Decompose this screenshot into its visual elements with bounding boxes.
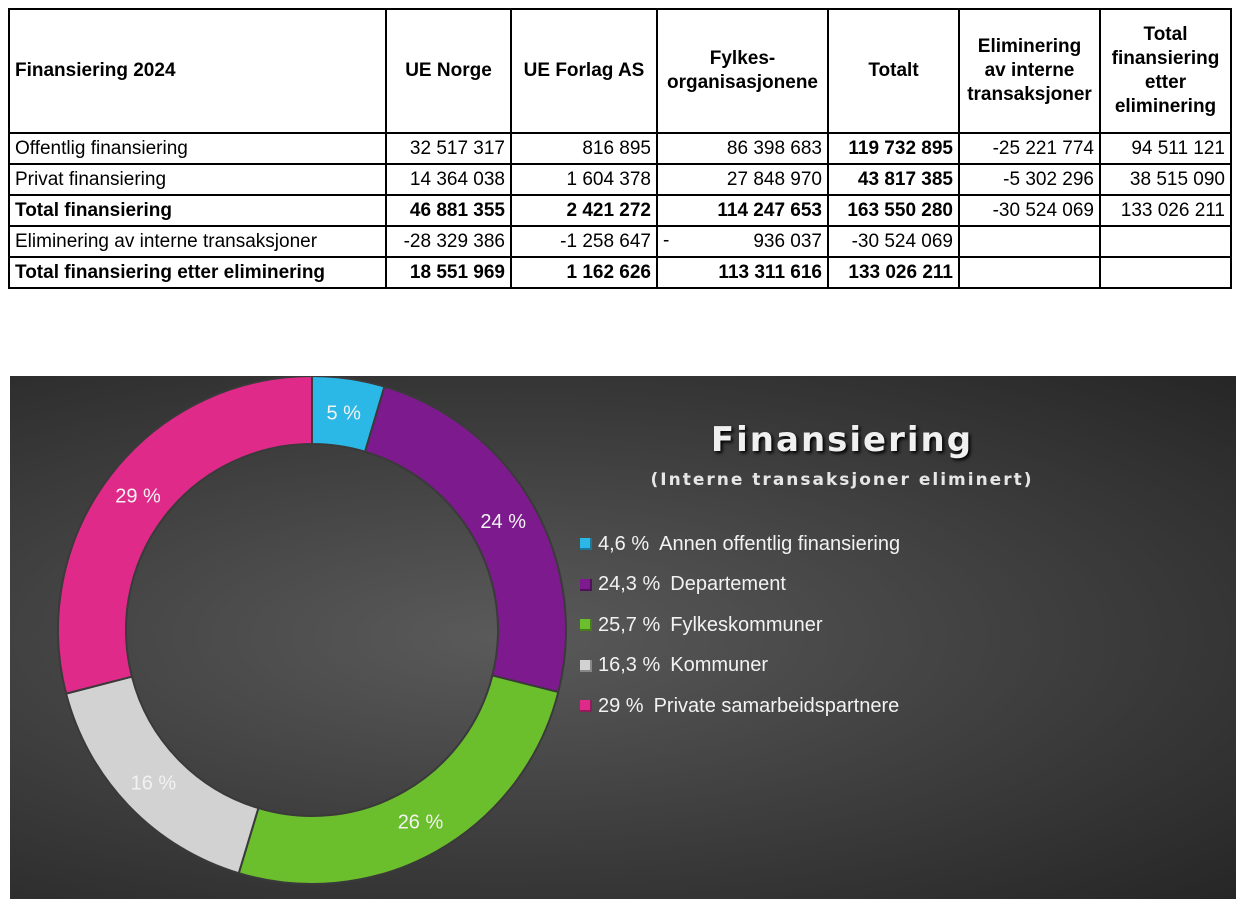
legend-item: 24,3 % Departement bbox=[580, 565, 900, 606]
legend-label: Kommuner bbox=[670, 654, 769, 677]
header-cell: UE Forlag AS bbox=[510, 8, 658, 134]
table-row: Eliminering av interne transaksjoner -28… bbox=[8, 225, 1232, 258]
table-cell: 113 311 616 bbox=[656, 256, 829, 289]
row-label: Eliminering av interne transaksjoner bbox=[8, 225, 387, 258]
legend-swatch bbox=[580, 578, 592, 591]
slice-data-label: 5 % bbox=[326, 402, 361, 424]
table-cell bbox=[1099, 256, 1232, 289]
table-cell: 14 364 038 bbox=[385, 163, 512, 196]
table-header-row: Finansiering 2024 UE Norge UE Forlag AS … bbox=[8, 8, 1232, 134]
table-cell: 119 732 895 bbox=[827, 132, 960, 165]
legend-item: 25,7 % Fylkeskommuner bbox=[580, 605, 900, 646]
donut-slice bbox=[237, 674, 560, 885]
legend-percent: 4,6 % bbox=[598, 532, 650, 555]
table-cell: 86 398 683 bbox=[656, 132, 829, 165]
slice-data-label: 29 % bbox=[115, 485, 161, 507]
table-cell: -25 221 774 bbox=[958, 132, 1101, 165]
table-cell: 43 817 385 bbox=[827, 163, 960, 196]
header-cell: Finansiering 2024 bbox=[8, 8, 387, 134]
legend-item: 4,6 % Annen offentlig finansiering bbox=[580, 524, 900, 565]
legend-label: Departement bbox=[670, 573, 786, 596]
legend-swatch bbox=[580, 538, 592, 551]
table-cell: 27 848 970 bbox=[656, 163, 829, 196]
table-cell: 2 421 272 bbox=[510, 194, 658, 227]
table-cell: -30 524 069 bbox=[958, 194, 1101, 227]
slice-data-label: 26 % bbox=[398, 811, 444, 833]
table-row: Offentlig finansiering 32 517 317 816 89… bbox=[8, 132, 1232, 165]
legend-item: 16,3 % Kommuner bbox=[580, 646, 900, 687]
table-cell: -5 302 296 bbox=[958, 163, 1101, 196]
header-cell: Eliminering av interne transaksjoner bbox=[958, 8, 1101, 134]
header-cell: Fylkes-organisasjonene bbox=[656, 8, 829, 134]
header-cell: UE Norge bbox=[385, 8, 512, 134]
table-cell bbox=[958, 256, 1101, 289]
table-row: Privat finansiering 14 364 038 1 604 378… bbox=[8, 163, 1232, 196]
table-cell: 94 511 121 bbox=[1099, 132, 1232, 165]
chart-legend: 4,6 % Annen offentlig finansiering 24,3 % D… bbox=[580, 524, 900, 727]
cell-value: 936 037 bbox=[753, 230, 822, 252]
table-cell: 1 604 378 bbox=[510, 163, 658, 196]
header-cell: Totalt bbox=[827, 8, 960, 134]
table-cell: 163 550 280 bbox=[827, 194, 960, 227]
donut-slice bbox=[57, 376, 313, 695]
legend-item: 29 % Private samarbeidspartnere bbox=[580, 686, 900, 727]
donut-chart: 5 % 24 % 26 % 16 % 29 % bbox=[57, 376, 567, 885]
row-label: Total finansiering etter eliminering bbox=[8, 256, 387, 289]
table-cell bbox=[1099, 225, 1232, 258]
table-cell: 46 881 355 bbox=[385, 194, 512, 227]
table-cell: -30 524 069 bbox=[827, 225, 960, 258]
row-label: Privat finansiering bbox=[8, 163, 387, 196]
legend-percent: 25,7 % bbox=[598, 613, 661, 636]
table-cell bbox=[958, 225, 1101, 258]
table-row: Total finansiering etter eliminering 18 … bbox=[8, 256, 1232, 289]
legend-percent: 16,3 % bbox=[598, 654, 661, 677]
row-label: Total finansiering bbox=[8, 194, 387, 227]
legend-label: Fylkeskommuner bbox=[670, 613, 823, 636]
negative-marker: - bbox=[663, 230, 670, 251]
table-cell: - 936 037 bbox=[656, 225, 829, 258]
table-cell: 18 551 969 bbox=[385, 256, 512, 289]
slice-data-label: 16 % bbox=[131, 772, 177, 794]
legend-percent: 24,3 % bbox=[598, 573, 661, 596]
table-row: Total finansiering 46 881 355 2 421 272 … bbox=[8, 194, 1232, 227]
table-cell: -1 258 647 bbox=[510, 225, 658, 258]
row-label: Offentlig finansiering bbox=[8, 132, 387, 165]
chart-panel: 5 % 24 % 26 % 16 % 29 % Finansiering (Intern… bbox=[10, 376, 1236, 899]
table-cell: 1 162 626 bbox=[510, 256, 658, 289]
donut-slice bbox=[363, 385, 567, 694]
table-cell: 38 515 090 bbox=[1099, 163, 1232, 196]
header-cell: Total finansiering etter eliminering bbox=[1099, 8, 1232, 134]
table-cell: -28 329 386 bbox=[385, 225, 512, 258]
table-cell: 133 026 211 bbox=[827, 256, 960, 289]
legend-label: Annen offentlig finansiering bbox=[659, 532, 901, 555]
financing-table: Finansiering 2024 UE Norge UE Forlag AS … bbox=[8, 8, 1232, 289]
legend-swatch bbox=[580, 700, 592, 713]
table-cell: 816 895 bbox=[510, 132, 658, 165]
table-cell: 114 247 653 bbox=[656, 194, 829, 227]
chart-subtitle: (Interne transaksjoner eliminert) bbox=[650, 470, 1034, 490]
table-cell: 32 517 317 bbox=[385, 132, 512, 165]
legend-label: Private samarbeidspartnere bbox=[653, 694, 900, 717]
legend-swatch bbox=[580, 619, 592, 632]
legend-percent: 29 % bbox=[598, 694, 644, 717]
chart-title: Finansiering bbox=[710, 420, 974, 460]
table-cell: 133 026 211 bbox=[1099, 194, 1232, 227]
slice-data-label: 24 % bbox=[480, 511, 526, 533]
legend-swatch bbox=[580, 659, 592, 672]
